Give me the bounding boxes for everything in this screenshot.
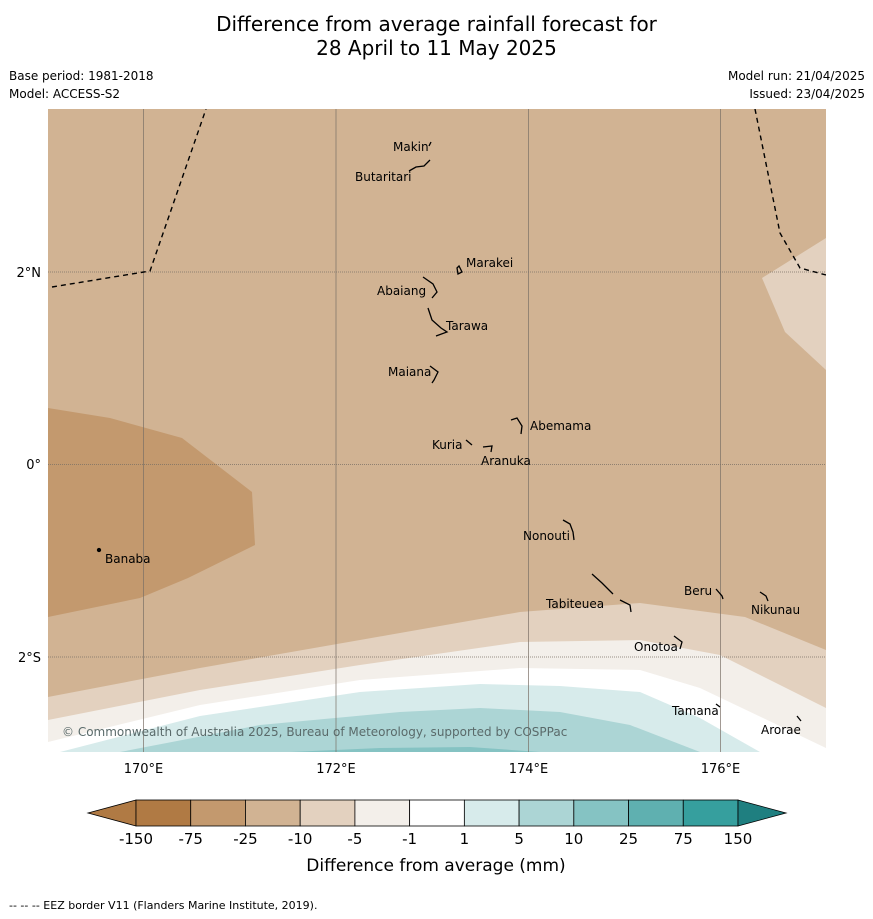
colorbar-tick-label: -10 bbox=[288, 830, 313, 848]
label-nonouti: Nonouti bbox=[523, 529, 570, 543]
colorbar-title: Difference from average (mm) bbox=[306, 856, 565, 876]
colorbar-tick-label: 75 bbox=[674, 830, 693, 848]
region-10-25 bbox=[290, 747, 540, 752]
colorbar-tick-label: 150 bbox=[724, 830, 753, 848]
lon-label-176: 176°E bbox=[701, 762, 741, 777]
island-beru bbox=[715, 588, 724, 600]
parallels bbox=[48, 271, 826, 658]
model-name: Model: ACCESS-S2 bbox=[9, 87, 121, 101]
forecast-fill bbox=[48, 109, 826, 752]
label-abaiang: Abaiang bbox=[377, 284, 426, 298]
island-aranuka bbox=[482, 445, 493, 453]
longitude-labels: 170°E 172°E 174°E 176°E bbox=[124, 762, 741, 777]
map-title: Difference from average rainfall forecas… bbox=[0, 12, 873, 60]
colorbar-tick-label: -75 bbox=[178, 830, 203, 848]
eez-footnote: -- -- -- EEZ border V11 (Flanders Marine… bbox=[9, 899, 318, 912]
island-tamana bbox=[715, 703, 721, 708]
label-onotoa: Onotoa bbox=[634, 640, 678, 654]
region-5-10 bbox=[120, 708, 700, 752]
colorbar-tick-label: -1 bbox=[402, 830, 417, 848]
label-makin: Makin bbox=[393, 140, 429, 154]
island-nikunau bbox=[759, 591, 769, 602]
island-abaiang bbox=[422, 276, 438, 299]
label-marakei: Marakei bbox=[466, 256, 513, 270]
label-tabiteuea: Tabiteuea bbox=[545, 597, 604, 611]
region-minus-75-25 bbox=[48, 408, 255, 617]
label-maiana: Maiana bbox=[388, 365, 431, 379]
colorbar-bin bbox=[518, 799, 575, 827]
island-nonouti bbox=[562, 519, 575, 541]
island-tabiteuea bbox=[591, 573, 632, 613]
island-tarawa bbox=[427, 307, 449, 337]
colorbar-bin bbox=[573, 799, 629, 827]
lat-label-0: 0° bbox=[26, 458, 41, 473]
colorbar-tick-label: 25 bbox=[619, 830, 638, 848]
colorbar-extend-low bbox=[86, 799, 137, 827]
colorbar-tick-label: -25 bbox=[233, 830, 258, 848]
islands bbox=[96, 141, 802, 722]
colorbar-bin bbox=[135, 799, 192, 827]
colorbar-bin bbox=[354, 799, 411, 827]
colorbar-tick-label: 5 bbox=[514, 830, 524, 848]
label-abemama: Abemama bbox=[530, 419, 591, 433]
base-period: Base period: 1981-2018 bbox=[9, 69, 154, 83]
colorbar-tick-label: -150 bbox=[119, 830, 153, 848]
label-banaba: Banaba bbox=[105, 552, 151, 566]
island-makin bbox=[428, 141, 432, 147]
colorbar-tick-label: 1 bbox=[460, 830, 470, 848]
island-kuria bbox=[465, 439, 473, 446]
colorbar-extend-high bbox=[737, 799, 788, 827]
meta-left: Base period: 1981-2018 Model: ACCESS-S2 bbox=[9, 67, 154, 103]
colorbar: -150 -75 -25 -10 -5 -1 1 5 10 25 75 150 bbox=[86, 799, 788, 848]
colorbar-bin bbox=[682, 799, 739, 827]
colorbar-bin bbox=[463, 799, 520, 827]
lon-label-170: 170°E bbox=[124, 762, 164, 777]
label-arorae: Arorae bbox=[761, 723, 801, 737]
lat-label-2s: 2°S bbox=[18, 651, 41, 666]
region-ne-minus-10-5 bbox=[762, 238, 826, 370]
colorbar-bin bbox=[628, 799, 684, 827]
issued-date: Issued: 23/04/2025 bbox=[749, 87, 865, 101]
eez-border bbox=[51, 109, 826, 288]
meridians bbox=[143, 109, 721, 752]
label-kuria: Kuria bbox=[432, 438, 463, 452]
label-tamana: Tamana bbox=[671, 704, 719, 718]
island-abemama bbox=[510, 417, 523, 435]
title-line-1: Difference from average rainfall forecas… bbox=[216, 12, 657, 36]
colorbar-tick-label: 10 bbox=[564, 830, 583, 848]
label-aranuka: Aranuka bbox=[481, 454, 531, 468]
island-marakei bbox=[456, 264, 463, 275]
label-nikunau: Nikunau bbox=[751, 603, 800, 617]
lat-label-2n: 2°N bbox=[17, 266, 42, 281]
label-tarawa: Tarawa bbox=[445, 319, 488, 333]
island-maiana bbox=[429, 365, 439, 384]
colorbar-bin bbox=[409, 799, 465, 827]
colorbar-bin bbox=[245, 799, 301, 827]
island-butaritari bbox=[408, 159, 431, 172]
island-banaba bbox=[96, 547, 102, 553]
island-arorae bbox=[796, 715, 802, 722]
colorbar-bin bbox=[299, 799, 356, 827]
label-beru: Beru bbox=[684, 584, 712, 598]
island-onotoa bbox=[673, 635, 683, 650]
colorbar-tick-label: -5 bbox=[347, 830, 362, 848]
copyright-notice: © Commonwealth of Australia 2025, Bureau… bbox=[62, 725, 567, 739]
colorbar-bin bbox=[190, 799, 246, 827]
latitude-labels: 2°N 0° 2°S bbox=[17, 266, 42, 666]
lon-label-172: 172°E bbox=[316, 762, 356, 777]
place-labels: Makin Butaritari Marakei Abaiang Tarawa … bbox=[105, 140, 801, 737]
meta-right: Model run: 21/04/2025 Issued: 23/04/2025 bbox=[728, 67, 865, 103]
lon-label-174: 174°E bbox=[509, 762, 549, 777]
model-run: Model run: 21/04/2025 bbox=[727, 69, 865, 83]
label-butaritari: Butaritari bbox=[355, 170, 412, 184]
title-line-2: 28 April to 11 May 2025 bbox=[316, 36, 557, 60]
